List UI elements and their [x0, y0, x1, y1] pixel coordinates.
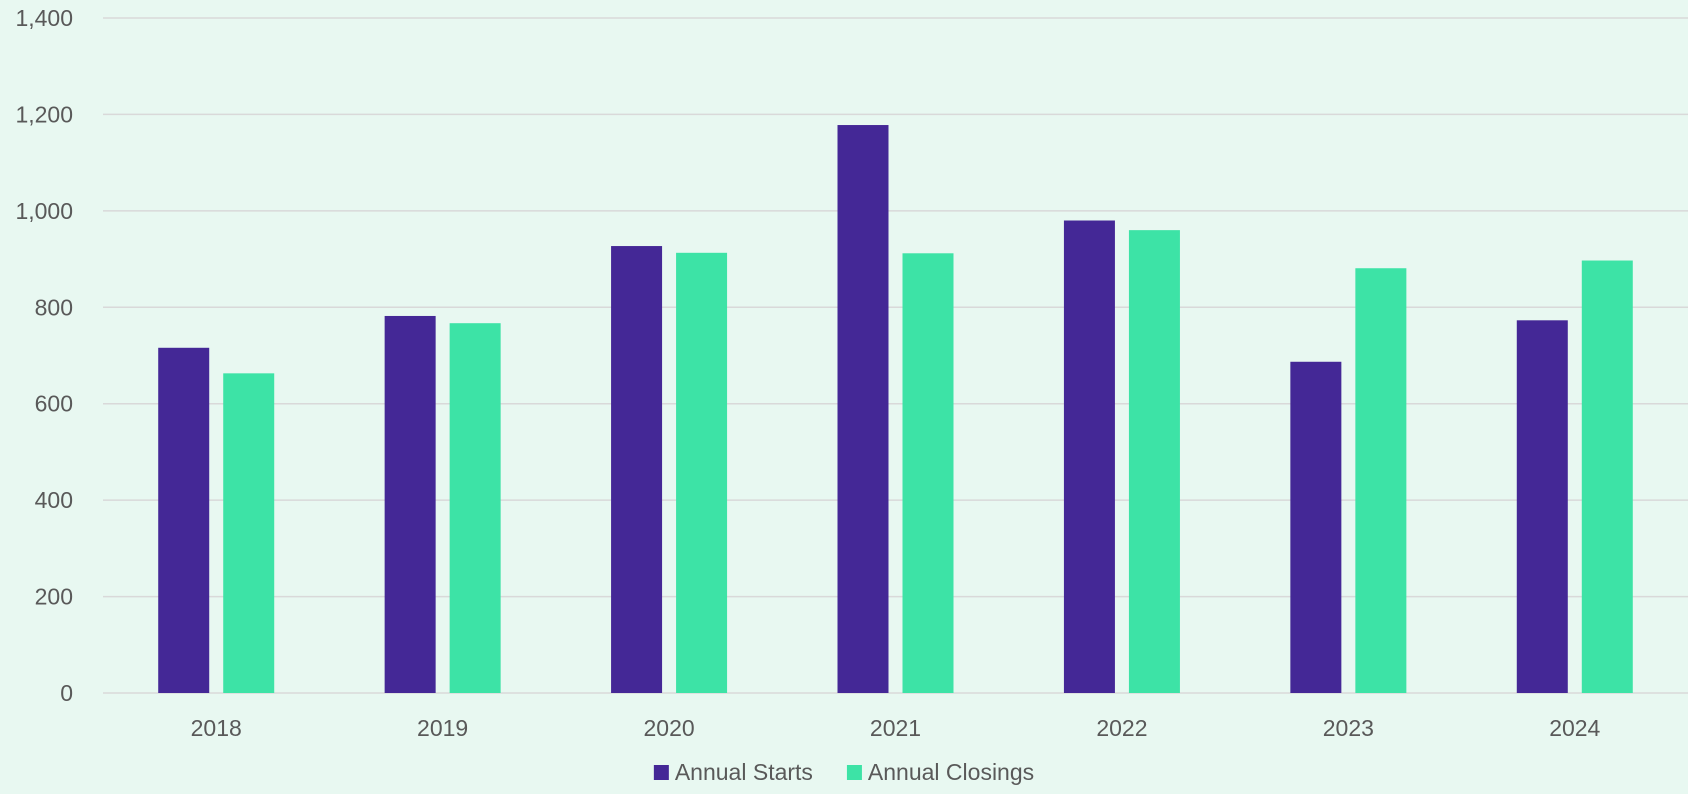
y-tick-label: 1,200 — [15, 101, 73, 127]
legend: Annual Starts Annual Closings — [653, 759, 1034, 785]
y-tick-label: 1,400 — [15, 5, 73, 31]
x-tick-label: 2022 — [1096, 715, 1147, 741]
y-tick-label: 400 — [35, 487, 73, 513]
legend-swatch-annual-starts — [653, 765, 669, 780]
bar-annual-closings-2023 — [1355, 268, 1407, 693]
bar-annual-starts-2020 — [611, 246, 663, 693]
bar-annual-starts-2018 — [158, 347, 210, 693]
gridlines — [103, 17, 1688, 694]
x-tick-label: 2021 — [870, 715, 921, 741]
bar-annual-starts-2022 — [1063, 220, 1115, 693]
y-tick-label: 600 — [35, 391, 73, 417]
bar-annual-closings-2020 — [676, 252, 728, 693]
bar-annual-closings-2019 — [449, 323, 501, 693]
bar-annual-closings-2018 — [223, 373, 275, 693]
x-tick-label: 2020 — [643, 715, 694, 741]
bar-annual-starts-2021 — [837, 125, 889, 694]
x-tick-label: 2019 — [417, 715, 468, 741]
bar-annual-starts-2019 — [384, 315, 436, 693]
bar-annual-closings-2021 — [902, 253, 954, 694]
y-tick-label: 0 — [60, 680, 73, 706]
x-axis-tick-labels: 2018 2019 2020 2021 2022 2023 2024 — [191, 715, 1601, 741]
bar-annual-starts-2023 — [1290, 361, 1342, 693]
x-tick-label: 2024 — [1549, 715, 1600, 741]
bar-annual-starts-2024 — [1516, 320, 1568, 693]
bars — [158, 125, 1633, 694]
y-tick-label: 200 — [35, 584, 73, 610]
y-tick-label: 1,000 — [15, 198, 73, 224]
x-tick-label: 2018 — [191, 715, 242, 741]
bar-annual-closings-2024 — [1581, 260, 1633, 693]
x-tick-label: 2023 — [1323, 715, 1374, 741]
bar-annual-closings-2022 — [1128, 230, 1180, 693]
y-axis-tick-labels: 0 200 400 600 800 1,000 1,200 1,400 — [15, 5, 73, 706]
legend-label: Annual Starts — [675, 759, 813, 785]
legend-swatch-annual-closings — [846, 765, 862, 780]
legend-label: Annual Closings — [868, 759, 1034, 785]
y-tick-label: 800 — [35, 294, 73, 320]
